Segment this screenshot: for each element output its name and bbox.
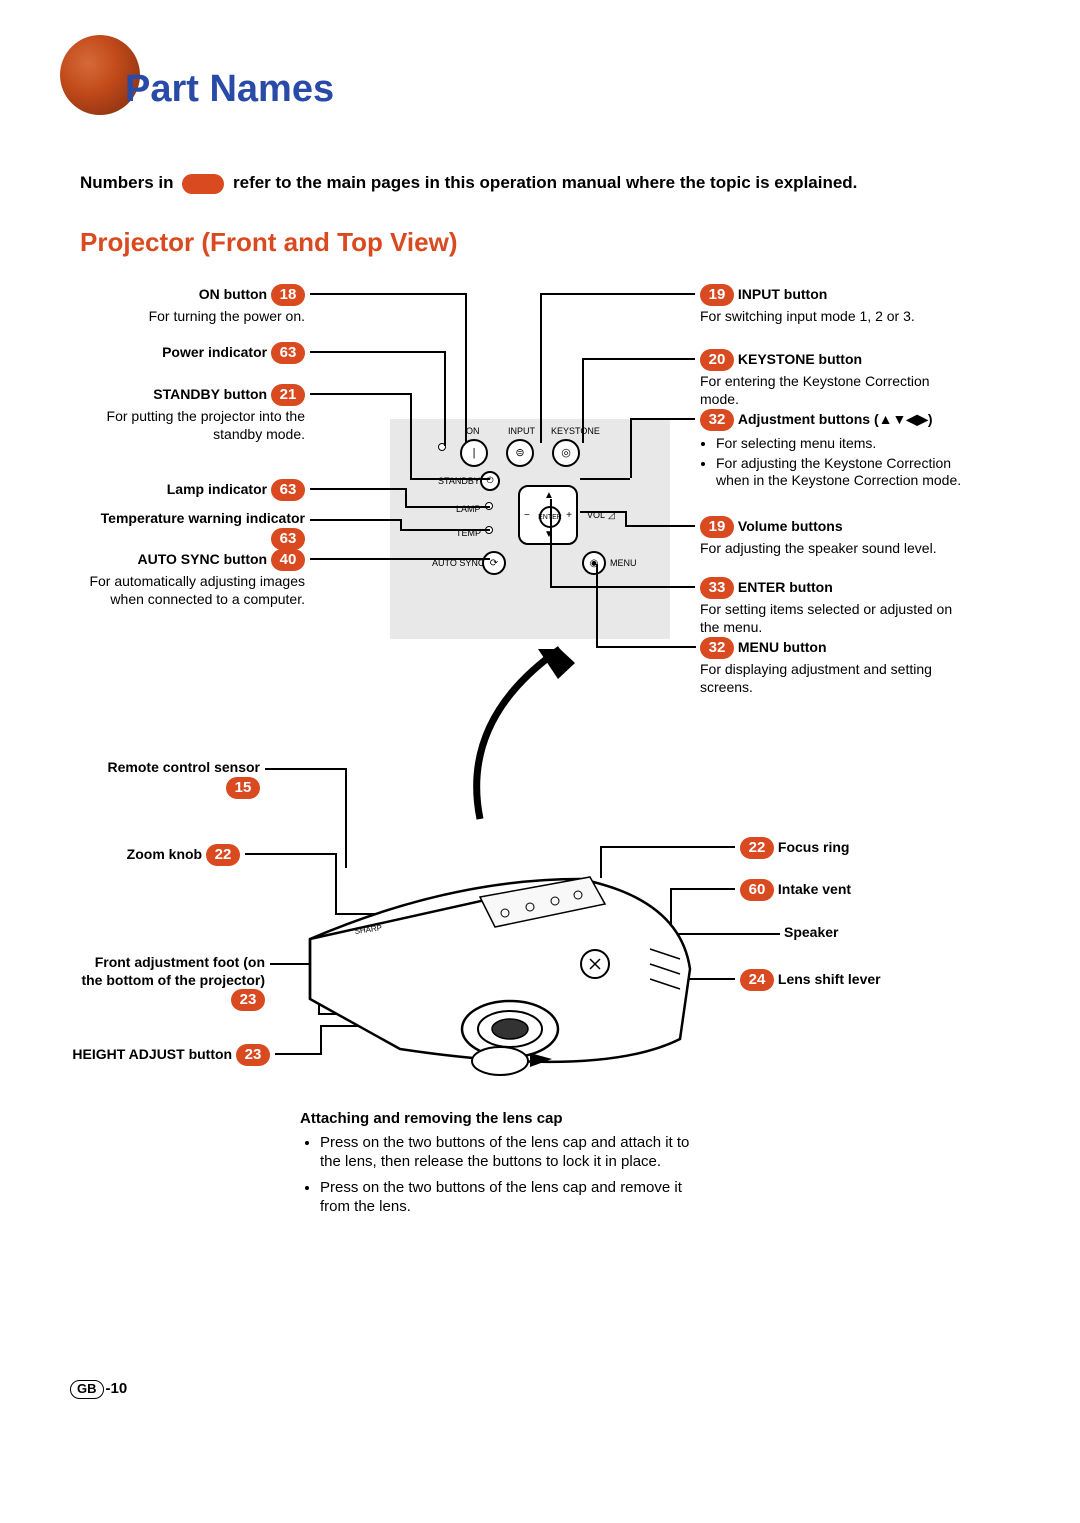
page-ref-badge: 33 [700, 577, 734, 599]
page-ref-badge: 22 [206, 844, 240, 866]
lead-post: refer to the main pages in this operatio… [233, 173, 857, 192]
page-ref-badge: 18 [271, 284, 305, 306]
page-ref-badge: 32 [700, 637, 734, 659]
callout-menu-button: 32 MENU button For displaying adjustment… [700, 637, 960, 696]
on-label: ON [466, 427, 480, 436]
autosync-button-icon: ⟳ [482, 551, 506, 575]
autosync-label: AUTO SYNC [432, 559, 484, 568]
page-ref-badge: 21 [271, 384, 305, 406]
menu-label: MENU [610, 559, 637, 568]
page-ref-badge: 19 [700, 516, 734, 538]
page-ref-badge: 19 [700, 284, 734, 306]
lens-cap-heading: Attaching and removing the lens cap [300, 1109, 710, 1129]
callout-height-adjust: HEIGHT ADJUST button 23 [70, 1044, 270, 1066]
callout-autosync-button: AUTO SYNC button 40 For automatically ad… [70, 549, 305, 608]
callout-enter-button: 33 ENTER button For setting items select… [700, 577, 960, 636]
page-ref-badge: 63 [271, 528, 305, 550]
callout-keystone-button: 20 KEYSTONE button For entering the Keys… [700, 349, 960, 408]
page-ref-badge: 22 [740, 837, 774, 859]
page-ref-badge: 63 [271, 479, 305, 501]
page-ref-badge: 15 [226, 777, 260, 799]
callout-temp-indicator: Temperature warning indicator 63 [70, 510, 305, 550]
callout-power-indicator: Power indicator 63 [70, 342, 305, 364]
page-ref-badge: 63 [271, 342, 305, 364]
page-ref-badge: 23 [236, 1044, 270, 1066]
lens-cap-note: Attaching and removing the lens cap Pres… [300, 1109, 710, 1223]
on-button-icon: | [460, 439, 488, 467]
input-button-icon: ⊜ [506, 439, 534, 467]
standby-button-icon: ⏻ [480, 471, 500, 491]
callout-arrow-icon [410, 619, 630, 839]
dpad-icon: ▲ ▼ − + ENTER [518, 485, 578, 545]
page-ref-badge: 24 [740, 969, 774, 991]
page-ref-badge: 60 [740, 879, 774, 901]
callout-intake-vent: 60 Intake vent [740, 879, 960, 901]
menu-button-icon: ◉ [582, 551, 606, 575]
page-ref-badge: 20 [700, 349, 734, 371]
keystone-button-icon: ◎ [552, 439, 580, 467]
input-label: INPUT [508, 427, 535, 436]
callout-on-button: ON button 18 For turning the power on. [70, 284, 305, 326]
diagram-area: ON INPUT KEYSTONE | ⊜ ◎ STANDBY ⏻ LAMP T… [70, 279, 1010, 1359]
gb-badge: GB [70, 1380, 104, 1399]
callout-speaker: Speaker [784, 924, 1004, 942]
page-ref-badge: 40 [271, 549, 305, 571]
lens-cap-bullet-1: Press on the two buttons of the lens cap… [320, 1133, 710, 1172]
adj-bullet-2: For adjusting the Keystone Correction wh… [716, 455, 970, 490]
callout-lamp-indicator: Lamp indicator 63 [70, 479, 305, 501]
page-footer: GB-10 [70, 1379, 1010, 1399]
title-wrap: Part Names [70, 40, 1010, 140]
callout-front-foot: Front adjustment foot (on the bottom of … [70, 954, 265, 1011]
section-heading: Projector (Front and Top View) [80, 226, 1010, 260]
projector-illustration: SHARP [300, 819, 700, 1079]
callout-lens-shift: 24 Lens shift lever [740, 969, 960, 991]
page-title: Part Names [125, 65, 334, 114]
callout-adjustment-buttons: 32 Adjustment buttons (▲▼◀▶) For selecti… [700, 409, 970, 492]
page-ref-badge: 23 [231, 989, 265, 1011]
callout-standby-button: STANDBY button 21 For putting the projec… [70, 384, 305, 443]
lead-text: Numbers in refer to the main pages in th… [80, 170, 1000, 196]
callout-focus-ring: 22 Focus ring [740, 837, 960, 859]
callout-zoom-knob: Zoom knob 22 [70, 844, 240, 866]
callout-input-button: 19 INPUT button For switching input mode… [700, 284, 960, 326]
keystone-label: KEYSTONE [551, 427, 600, 436]
page-number: -10 [106, 1380, 128, 1397]
callout-remote-sensor: Remote control sensor 15 [70, 759, 260, 799]
callout-volume-buttons: 19 Volume buttons For adjusting the spea… [700, 516, 960, 558]
adj-bullet-1: For selecting menu items. [716, 435, 970, 453]
page-ref-badge: 32 [700, 409, 734, 431]
lead-pre: Numbers in [80, 173, 174, 192]
lens-cap-bullet-2: Press on the two buttons of the lens cap… [320, 1178, 710, 1217]
page-ref-chip [182, 174, 224, 194]
